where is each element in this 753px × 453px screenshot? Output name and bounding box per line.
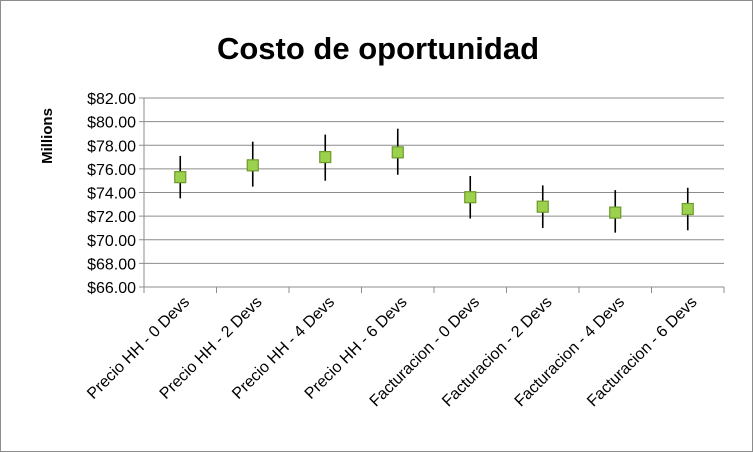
data-point-marker bbox=[681, 202, 694, 216]
data-point-marker bbox=[464, 191, 477, 204]
y-tick-label: $68.00 bbox=[87, 256, 136, 273]
data-markers bbox=[174, 146, 694, 219]
gridlines bbox=[144, 97, 724, 288]
y-tick-labels: $66.00 $68.00 $70.00 $72.00 $74.00 $76.00 $78.… bbox=[87, 91, 136, 297]
y-tick-label: $70.00 bbox=[87, 233, 136, 250]
y-tick-label: $78.00 bbox=[87, 138, 136, 155]
chart-title: Costo de oportunidad bbox=[217, 31, 539, 66]
axes bbox=[139, 97, 725, 293]
data-point-marker bbox=[174, 171, 187, 184]
y-tick-label: $82.00 bbox=[87, 91, 136, 108]
data-point-marker bbox=[391, 146, 404, 159]
data-point-marker bbox=[319, 150, 332, 164]
y-tick-label: $66.00 bbox=[87, 280, 136, 297]
data-point-marker bbox=[609, 206, 622, 219]
y-tick-label: $74.00 bbox=[87, 186, 136, 203]
y-tick-label: $72.00 bbox=[87, 209, 136, 226]
y-tick-label: $80.00 bbox=[87, 115, 136, 132]
y-axis-label: Millions bbox=[39, 108, 56, 164]
y-tick-label: $76.00 bbox=[87, 162, 136, 179]
data-point-marker bbox=[536, 200, 549, 213]
data-point-marker bbox=[246, 159, 259, 172]
